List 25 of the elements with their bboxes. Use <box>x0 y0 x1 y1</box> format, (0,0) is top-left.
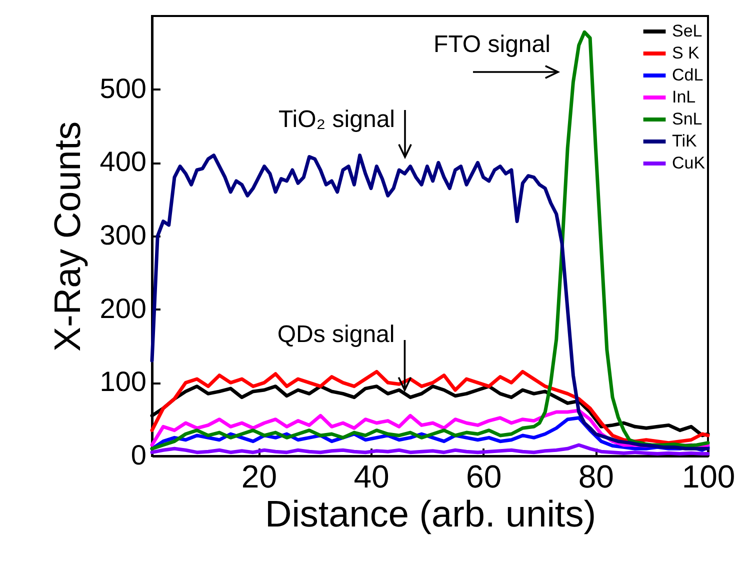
y-tick-label: 0 <box>130 440 146 470</box>
x-axis-title: Distance (arb. units) <box>264 494 596 534</box>
legend-label: SeL <box>672 22 702 40</box>
x-tick-label: 100 <box>682 458 736 494</box>
line-series <box>150 154 710 450</box>
y-tick-label: 100 <box>100 366 146 398</box>
y-tick-label: 400 <box>100 146 146 178</box>
legend-label: CdL <box>672 66 704 84</box>
x-tick-label: 60 <box>466 458 502 494</box>
x-tick-label: 40 <box>354 458 390 494</box>
legend-label: InL <box>672 88 696 106</box>
y-tick-label: 300 <box>100 220 146 250</box>
legend-label: S K <box>672 44 700 62</box>
annotation: FTO signal <box>434 31 550 58</box>
x-tick-label: 20 <box>241 458 278 494</box>
legend-label: TiK <box>672 132 698 150</box>
legend-label: SnL <box>672 110 702 128</box>
annotation: TiO₂ signal <box>278 106 395 133</box>
x-tick-label: 80 <box>578 458 614 494</box>
y-tick-label: 500 <box>100 72 146 104</box>
y-axis-title: X-Ray Counts <box>46 121 88 352</box>
y-tick-label: 200 <box>100 292 146 324</box>
line-series <box>150 370 710 445</box>
legend-label: CuK <box>672 154 706 172</box>
annotation: QDs signal <box>277 321 395 348</box>
